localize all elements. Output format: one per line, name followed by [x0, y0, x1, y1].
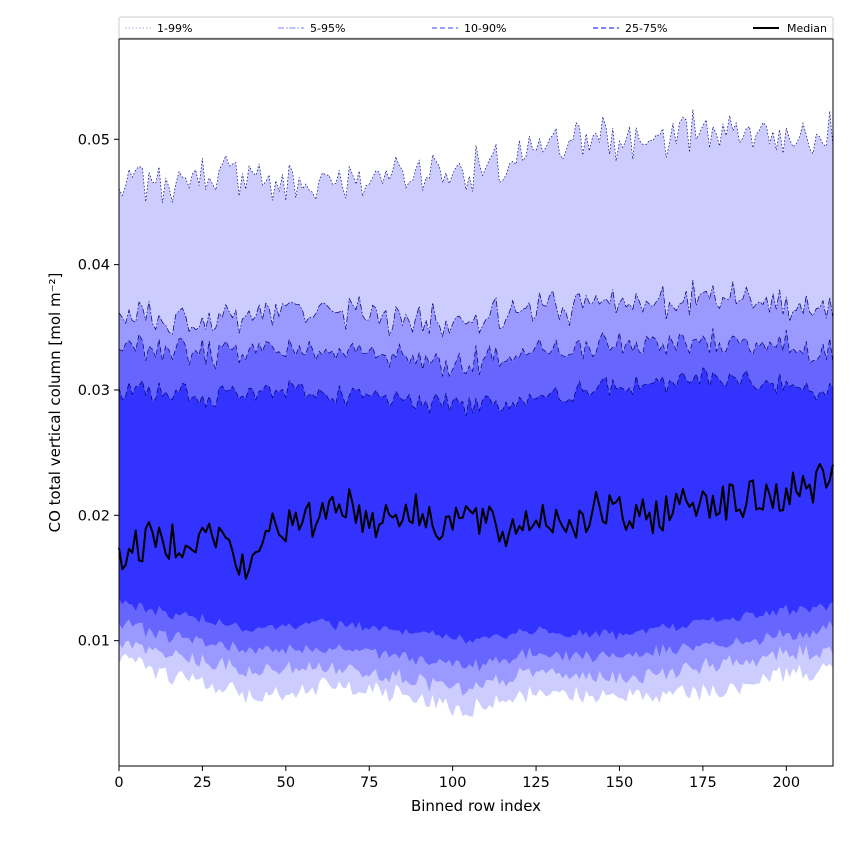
band-25-75%-fill [119, 367, 833, 644]
legend-label: 5-95% [310, 22, 345, 35]
legend-label: 25-75% [625, 22, 667, 35]
band-25-75%-upper-edge [118, 367, 834, 417]
band-10-90%-lower-edge [118, 618, 834, 672]
x-tick-label: 100 [439, 775, 467, 791]
legend-label: 10-90% [464, 22, 506, 35]
legend-box [118, 16, 834, 39]
y-tick-label: 0.01 [78, 634, 110, 650]
x-tick-label: 175 [689, 775, 717, 791]
y-tick-label: 0.04 [78, 258, 110, 274]
band-10-90%-upper-edge [118, 328, 834, 378]
legend: 1-99% 5-95% 10-90% 25-75% Median [118, 16, 834, 39]
plot-median [118, 463, 834, 580]
plot-bands [118, 109, 834, 717]
y-axis: 0.01 0.02 0.03 0.04 0.05 [78, 132, 119, 650]
band-5-95%-upper-edge [118, 280, 834, 338]
x-tick-label: 25 [193, 775, 211, 791]
x-tick-label: 75 [360, 775, 378, 791]
y-tick-label: 0.05 [78, 132, 110, 148]
x-axis: 0 25 50 75 100 125 150 175 200 [114, 766, 800, 791]
band-1-99%-lower-edge [118, 652, 834, 717]
x-tick-label: 125 [522, 775, 550, 791]
legend-label: Median [787, 22, 827, 35]
median-line [118, 463, 834, 580]
x-tick-label: 200 [772, 775, 800, 791]
x-tick-label: 0 [114, 775, 123, 791]
x-axis-label: Binned row index [411, 797, 541, 815]
x-tick-label: 150 [606, 775, 634, 791]
x-tick-label: 50 [277, 775, 295, 791]
legend-label: 1-99% [157, 22, 192, 35]
band-5-95%-lower-edge [118, 640, 834, 696]
plot-frame [118, 38, 834, 767]
y-tick-label: 0.03 [78, 383, 110, 399]
band-25-75%-lower-edge [118, 598, 834, 644]
y-tick-label: 0.02 [78, 508, 110, 524]
y-axis-label: CO total vertical column [mol m⁻²] [46, 273, 64, 533]
